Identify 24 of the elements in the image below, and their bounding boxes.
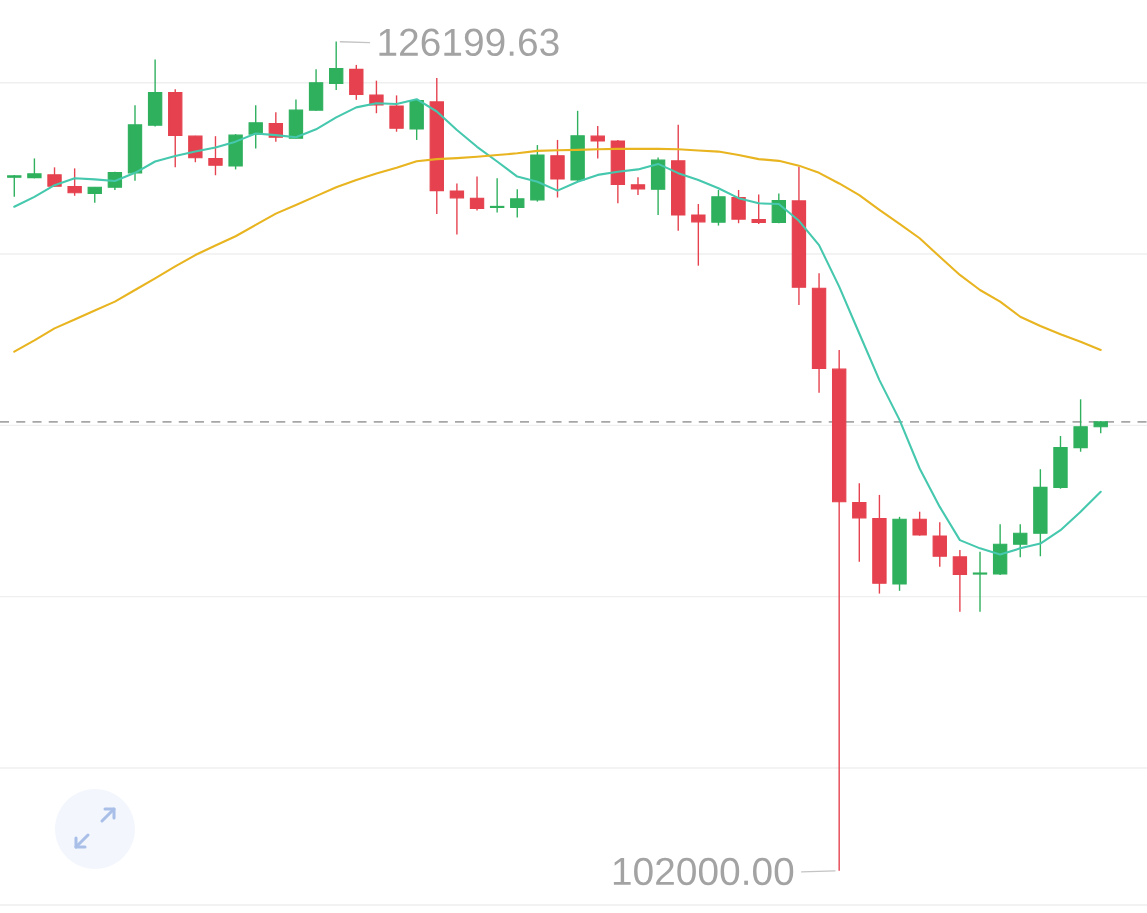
annotation: 102000.00 (613, 857, 794, 886)
candlestick (469, 175, 485, 212)
candlestick (751, 193, 766, 225)
candlestick (932, 521, 947, 568)
candlestick (630, 176, 646, 196)
candlestick (731, 189, 746, 224)
candlestick (208, 135, 223, 176)
candlestick (590, 125, 605, 160)
candlestick (248, 104, 263, 150)
candlestick (952, 549, 968, 613)
candlestick (912, 510, 927, 537)
candlestick (550, 139, 565, 199)
candlestick (852, 482, 867, 563)
candlestick (1013, 523, 1028, 558)
candlestick (1073, 398, 1088, 453)
candlestick (389, 94, 404, 133)
candlestick (489, 177, 505, 214)
candlestick (328, 40, 344, 91)
candlestick (449, 182, 465, 236)
candlestick (510, 188, 525, 219)
candlestick (972, 551, 988, 613)
annotation: 126199.63 (379, 28, 559, 57)
candlestick (67, 167, 82, 197)
candlestick (691, 203, 706, 267)
